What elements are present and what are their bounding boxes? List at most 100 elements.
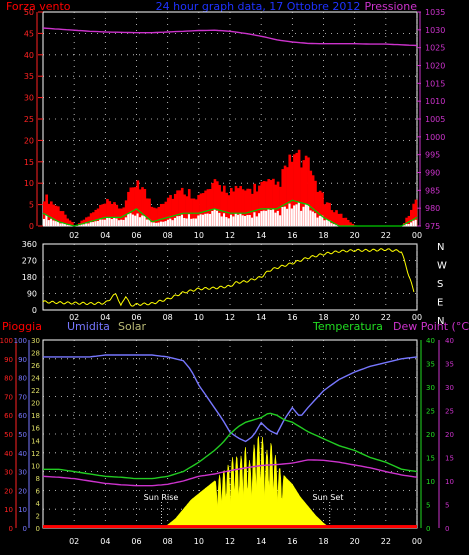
temperature-axis-title: Temperatura [312, 320, 383, 333]
wind-gust-bar [342, 217, 345, 226]
pressure-tick-label: 990 [425, 169, 440, 178]
wind-gust-bar [246, 188, 249, 226]
dewpoint-line [42, 459, 418, 487]
wind-average-bar [297, 202, 300, 226]
wind-direction-line [42, 248, 415, 307]
pressure-tick-label: 1020 [425, 62, 445, 71]
x-tick-label: 16 [287, 313, 297, 322]
wind-gust-bar [192, 198, 196, 226]
wind-average-bar [96, 220, 99, 226]
wind-gust-bar [220, 191, 224, 226]
wind-average-bar [138, 217, 141, 226]
wind-average-bar [323, 220, 326, 226]
wind-gust-bar [237, 188, 240, 226]
wind-average-bar [57, 221, 60, 226]
solar-tick-label: 2 [36, 512, 40, 520]
x-tick-label: 16 [287, 231, 297, 240]
compass-label: N [437, 316, 444, 327]
wind-gust-bar [185, 196, 189, 226]
wind-gust-bar [258, 185, 261, 226]
wind-average-bar [157, 222, 160, 226]
wind-average-bar [176, 216, 179, 226]
wind-gust-bar [302, 160, 306, 226]
humidity-tick-label: 100 [14, 337, 27, 345]
x-tick-label: 10 [194, 537, 204, 546]
wind-gust-bar [300, 167, 303, 226]
wind-gust-bar [344, 217, 348, 226]
wind-average-bar [414, 219, 417, 226]
wind-gust-bar [283, 165, 287, 226]
x-tick-label: 22 [381, 313, 391, 322]
direction-tick-label: 270 [22, 257, 37, 266]
wind-axis-title: Forza vento [6, 0, 71, 13]
wind-gust-bar [101, 204, 105, 226]
wind-gust-bar [187, 189, 191, 226]
humidity-tick-label: 20 [18, 487, 27, 495]
direction-tick-label: 360 [22, 240, 37, 249]
wind-average-bar [103, 219, 106, 226]
wind-average-bar [136, 213, 139, 226]
wind-gust-bar [339, 213, 343, 226]
x-tick-label: 04 [100, 537, 110, 546]
pressure-axis-title: Pressione [365, 0, 418, 13]
wind-gust-bar [335, 210, 338, 226]
wind-average-bar [190, 218, 193, 226]
wind-average-bar [180, 214, 184, 226]
wind-gust-bar [281, 169, 285, 226]
wind-average-bar [251, 217, 254, 226]
pressure-tick-label: 980 [425, 204, 440, 213]
wind-gust-bar [297, 149, 301, 226]
wind-gust-bar [57, 206, 60, 226]
x-tick-label: 04 [100, 231, 110, 240]
wind-average-bar [127, 214, 130, 226]
temperature-tick-label: 15 [426, 455, 435, 463]
wind-average-bar [241, 215, 244, 226]
wind-average-bar [117, 220, 120, 226]
wind-gust-bar [321, 192, 324, 226]
dewpoint-tick-label: 10 [445, 478, 454, 486]
wind-tick-label: 45 [24, 29, 34, 38]
wind-average-bar [173, 217, 177, 226]
wind-gust-bar [325, 202, 329, 226]
x-tick-label: 08 [163, 231, 173, 240]
solar-tick-label: 4 [36, 500, 41, 508]
x-tick-label: 04 [100, 313, 110, 322]
wind-average-bar [164, 221, 167, 226]
solar-tick-label: 22 [31, 387, 40, 395]
rain-tick-label: 50 [4, 431, 13, 439]
humidity-temperature-panel: 0102030405060708090100010203040506070809… [0, 337, 454, 546]
solar-tick-label: 8 [36, 475, 40, 483]
wind-gust-bar [47, 203, 51, 226]
wind-average-bar [54, 221, 57, 226]
wind-gust-bar [248, 188, 252, 226]
wind-gust-bar [106, 198, 109, 226]
x-tick-label: 02 [69, 231, 79, 240]
rain-tick-label: 10 [4, 506, 13, 514]
wind-average-bar [316, 217, 319, 226]
x-tick-label: 20 [350, 537, 360, 546]
wind-gust-bar [234, 185, 238, 226]
wind-average-bar [124, 217, 127, 226]
wind-gust-bar [276, 181, 280, 226]
x-tick-label: 06 [131, 313, 141, 322]
wind-gust-bar [330, 210, 334, 226]
wind-gust-bar [204, 190, 207, 226]
wind-average-bar [332, 224, 335, 226]
wind-average-bar [171, 220, 174, 226]
wind-average-bar [141, 215, 144, 226]
wind-average-bar [244, 215, 247, 226]
wind-average-bar [286, 208, 289, 226]
wind-average-bar [274, 212, 277, 226]
humidity-tick-label: 90 [18, 356, 27, 364]
x-tick-label: 12 [225, 231, 235, 240]
wind-average-bar [187, 214, 191, 226]
wind-gust-bar [80, 220, 84, 226]
wind-average-bar [194, 218, 198, 226]
wind-gust-bar [143, 189, 147, 226]
wind-gust-bar [61, 211, 65, 226]
wind-gust-bar [176, 190, 179, 226]
wind-gust-bar [71, 222, 74, 226]
wind-average-bar [402, 225, 406, 226]
wind-tick-label: 0 [29, 222, 34, 231]
wind-gust-bar [94, 209, 98, 226]
